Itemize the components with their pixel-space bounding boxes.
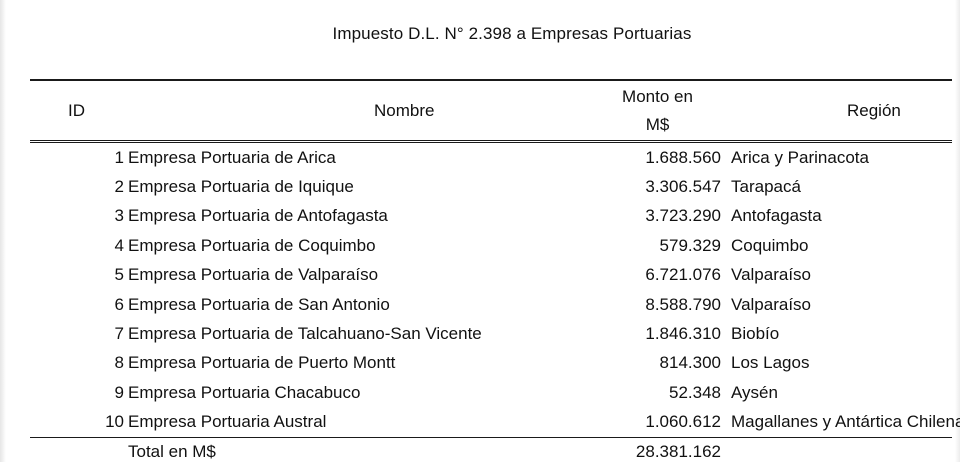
row-region: Los Lagos — [731, 353, 810, 373]
header-id: ID — [30, 80, 128, 143]
table-body: 1 Empresa Portuaria de Arica 1.688.560 Aric… — [30, 142, 960, 438]
row-region: Tarapacá — [731, 177, 801, 197]
header-monto-line1: Monto en — [622, 86, 693, 106]
row-monto: 52.348 — [669, 382, 721, 402]
row-id: 2 — [114, 177, 124, 197]
total-label: Total en M$ — [128, 441, 216, 461]
row-monto: 814.300 — [659, 353, 721, 373]
row-nombre: Empresa Portuaria de Arica — [128, 147, 336, 167]
row-id: 6 — [114, 294, 124, 314]
row-region: Antofagasta — [731, 206, 822, 226]
table-row: 8 Empresa Portuaria de Puerto Montt 814.30… — [30, 349, 952, 378]
row-monto: 3.723.290 — [645, 206, 721, 226]
row-monto: 3.306.547 — [645, 177, 721, 197]
row-region: Biobío — [731, 324, 780, 344]
total-region-cell — [729, 437, 952, 462]
frame-edge-right — [955, 0, 960, 462]
row-monto: 1.688.560 — [645, 147, 721, 167]
row-nombre: Empresa Portuaria de Valparaíso — [128, 265, 379, 285]
row-id: 10 — [105, 412, 124, 432]
header-monto-line2: M$ — [645, 114, 670, 134]
row-nombre: Empresa Portuaria Austral — [128, 412, 327, 432]
header-nombre: Nombre — [128, 80, 568, 143]
row-id: 1 — [114, 147, 124, 167]
row-nombre: Empresa Portuaria de Antofagasta — [128, 206, 388, 226]
row-nombre: Empresa Portuaria Chacabuco — [128, 382, 361, 402]
row-monto: 579.329 — [659, 235, 721, 255]
table-row: 7 Empresa Portuaria de Talcahuano-San Vic… — [30, 319, 952, 348]
row-nombre: Empresa Portuaria de Iquique — [128, 177, 354, 197]
table-row: 3 Empresa Portuaria de Antofagasta 3.723.2… — [30, 202, 952, 231]
table-row: 9 Empresa Portuaria Chacabuco 52.348 Aysén — [30, 378, 952, 407]
header-monto: Monto en M$ — [568, 80, 729, 143]
table-row: 2 Empresa Portuaria de Iquique 3.306.547 Ta… — [30, 172, 952, 201]
total-id-cell — [30, 437, 128, 462]
header-row: ID Nombre Monto en M$ Región — [30, 80, 952, 143]
row-monto: 8.588.790 — [645, 294, 721, 314]
row-id: 7 — [114, 324, 124, 344]
row-id: 5 — [114, 265, 124, 285]
row-nombre: Empresa Portuaria de Coquimbo — [128, 235, 376, 255]
row-monto: 1.060.612 — [645, 412, 721, 432]
table-row: 6 Empresa Portuaria de San Antonio 8.588.7… — [30, 290, 952, 319]
frame-edge-left — [0, 0, 6, 462]
row-nombre: Empresa Portuaria de Talcahuano-San Vice… — [128, 324, 482, 344]
row-region: Valparaíso — [731, 294, 812, 314]
row-id: 9 — [114, 382, 124, 402]
row-monto: 6.721.076 — [645, 265, 721, 285]
row-region: Magallanes y Antártica Chilena — [731, 412, 960, 432]
total-monto: 28.381.162 — [635, 441, 721, 461]
table-row: 5 Empresa Portuaria de Valparaíso 6.721.07… — [30, 261, 952, 290]
table-title: Impuesto D.L. N° 2.398 a Empresas Portua… — [332, 24, 692, 43]
row-nombre: Empresa Portuaria de San Antonio — [128, 294, 390, 314]
row-region: Coquimbo — [731, 235, 809, 255]
row-id: 3 — [114, 206, 124, 226]
table-row: 10 Empresa Portuaria Austral 1.060.612 Maga… — [30, 408, 960, 438]
row-nombre: Empresa Portuaria de Puerto Montt — [128, 353, 396, 373]
row-id: 4 — [114, 235, 124, 255]
total-row: Total en M$ 28.381.162 — [30, 437, 952, 462]
row-monto: 1.846.310 — [645, 324, 721, 344]
empresas-portuarias-table: ID Nombre Monto en M$ Región 1 Empresa Po… — [30, 79, 960, 462]
row-region: Arica y Parinacota — [731, 147, 869, 167]
table-row: 1 Empresa Portuaria de Arica 1.688.560 Aric… — [30, 142, 952, 173]
row-region: Aysén — [731, 382, 778, 402]
row-region: Valparaíso — [731, 265, 812, 285]
row-id: 8 — [114, 353, 124, 373]
header-region: Región — [729, 80, 952, 143]
table-row: 4 Empresa Portuaria de Coquimbo 579.329 Coq… — [30, 231, 952, 260]
